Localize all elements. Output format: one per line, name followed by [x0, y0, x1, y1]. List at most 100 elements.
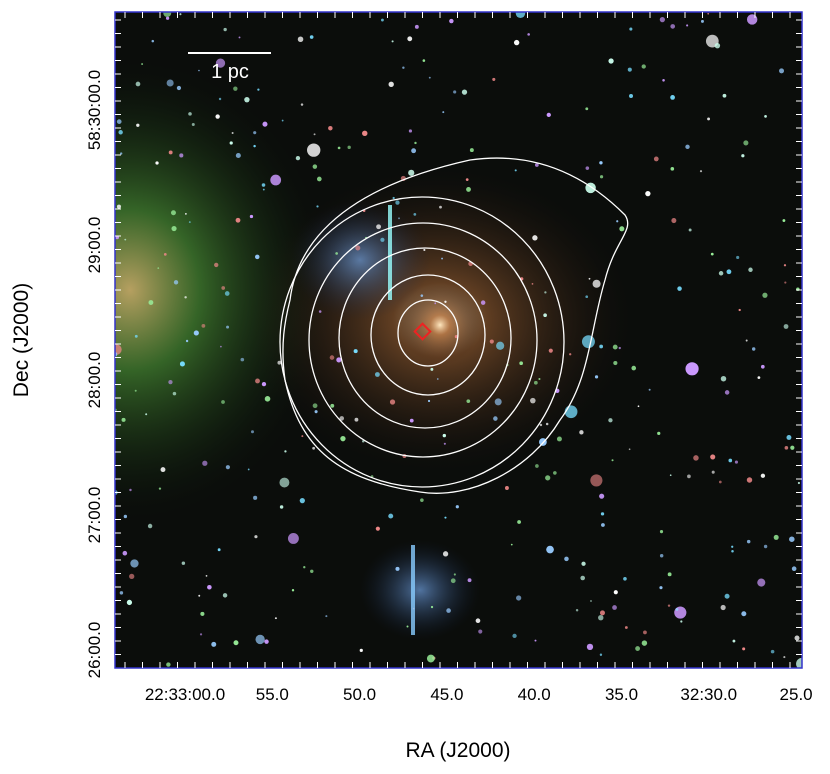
star — [677, 286, 682, 291]
x-tick-label: 40.0 — [518, 685, 551, 704]
star — [728, 458, 733, 463]
star — [198, 69, 200, 72]
star — [442, 111, 445, 114]
star — [446, 608, 451, 613]
star — [623, 576, 627, 581]
star — [215, 114, 220, 119]
star — [613, 360, 618, 366]
star — [224, 291, 230, 296]
star — [221, 286, 226, 290]
star — [585, 295, 589, 299]
star — [746, 14, 758, 25]
star — [380, 237, 385, 242]
star — [442, 551, 449, 557]
star — [450, 578, 456, 584]
star — [493, 416, 498, 421]
star — [599, 344, 604, 349]
star — [732, 639, 736, 643]
star — [408, 129, 413, 133]
star — [579, 430, 584, 435]
star — [514, 169, 517, 172]
star — [163, 252, 167, 256]
star — [599, 610, 605, 616]
star — [616, 220, 619, 223]
star — [515, 12, 526, 18]
star — [231, 131, 234, 134]
star — [388, 513, 394, 519]
star — [784, 446, 789, 450]
star — [598, 614, 604, 621]
star — [786, 434, 792, 440]
star — [168, 150, 173, 155]
star — [670, 167, 675, 171]
star — [335, 252, 338, 255]
star — [261, 183, 266, 187]
star — [398, 217, 400, 220]
star — [586, 643, 594, 651]
star — [612, 344, 618, 350]
star — [274, 617, 277, 620]
star — [539, 423, 543, 427]
star — [163, 12, 172, 18]
star — [233, 86, 238, 91]
x-tick-label: 45.0 — [430, 685, 463, 704]
star — [724, 390, 730, 395]
star — [353, 349, 358, 354]
star — [389, 399, 396, 405]
star — [685, 144, 690, 150]
star — [580, 575, 585, 581]
star — [253, 131, 257, 135]
star — [710, 454, 716, 460]
star — [179, 153, 184, 158]
star — [223, 27, 227, 32]
star — [629, 94, 634, 98]
star — [643, 630, 647, 635]
star — [444, 300, 447, 303]
star — [307, 143, 321, 157]
star — [287, 533, 299, 544]
star — [422, 59, 426, 62]
star — [659, 553, 664, 558]
star — [535, 464, 539, 468]
star — [669, 474, 672, 477]
star — [585, 107, 589, 111]
star — [631, 365, 637, 371]
star — [707, 117, 711, 121]
star — [782, 219, 786, 222]
star — [337, 146, 341, 150]
star — [130, 559, 139, 568]
star — [201, 324, 206, 328]
star — [492, 77, 496, 81]
star — [546, 545, 554, 554]
star — [475, 618, 481, 624]
star — [738, 308, 741, 312]
star — [489, 339, 494, 344]
star — [354, 417, 359, 422]
star — [671, 218, 677, 224]
star — [253, 144, 256, 148]
star — [145, 413, 148, 416]
star — [569, 353, 572, 356]
star — [619, 226, 625, 232]
star — [674, 606, 687, 619]
star — [262, 188, 265, 191]
star — [407, 36, 413, 42]
star — [527, 33, 530, 36]
star — [662, 79, 665, 82]
star — [441, 257, 443, 260]
star — [172, 391, 177, 396]
star — [439, 205, 442, 209]
star — [667, 604, 671, 607]
star — [264, 639, 269, 644]
star — [123, 514, 128, 519]
star — [158, 487, 162, 490]
star — [648, 388, 651, 391]
star — [724, 593, 730, 599]
star — [453, 90, 457, 94]
star — [147, 523, 153, 529]
star — [303, 566, 306, 569]
star — [244, 96, 250, 103]
star — [736, 255, 740, 260]
star — [251, 430, 254, 434]
